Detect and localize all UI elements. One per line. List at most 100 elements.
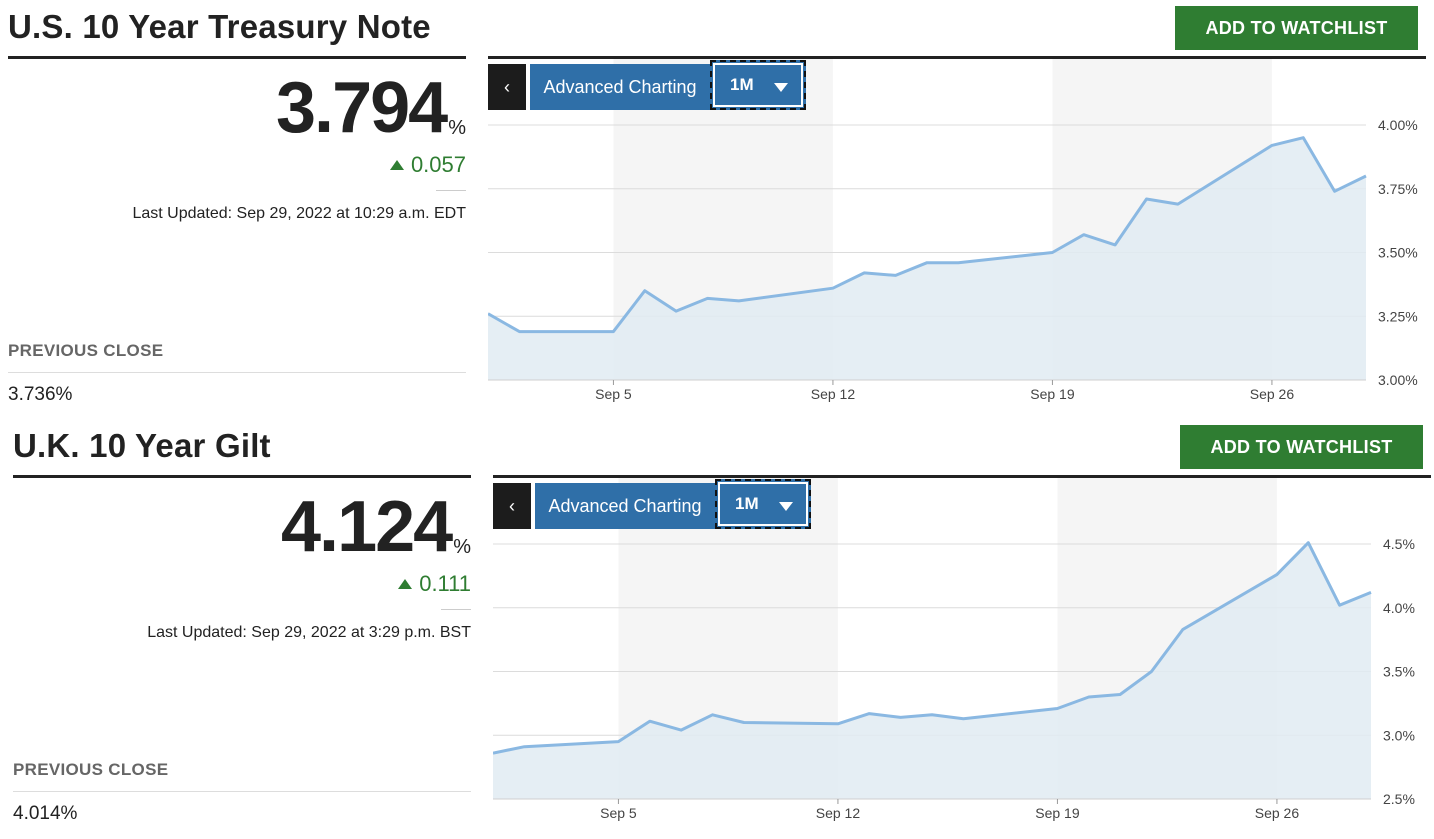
x-tick-label: Sep 12 — [816, 805, 861, 821]
data-point — [962, 717, 965, 720]
y-tick-label: 3.50% — [1378, 245, 1418, 261]
x-tick-label: Sep 5 — [600, 805, 637, 821]
series-line — [493, 541, 1372, 755]
chart-back-button[interactable]: ‹ — [493, 483, 531, 529]
data-point — [1119, 693, 1122, 696]
data-point — [643, 289, 646, 292]
time-range-value: 1M — [730, 75, 754, 94]
y-tick-label: 3.0% — [1383, 727, 1415, 743]
data-point — [1181, 628, 1184, 631]
y-tick-label: 4.5% — [1383, 536, 1415, 552]
yield-chart[interactable]: 2.5% 3.0% 3.5% 4.0% 4.5% Sep 5 Sep 12 Sep 19 Sep… — [493, 478, 1434, 828]
data-point — [1145, 197, 1148, 200]
data-point — [617, 740, 620, 743]
percent-sign: % — [448, 117, 466, 139]
data-point — [742, 721, 745, 724]
data-point — [680, 729, 683, 732]
series-line — [488, 136, 1367, 334]
data-point — [1307, 541, 1310, 544]
change-divider — [436, 190, 466, 191]
previous-close-divider — [8, 372, 466, 373]
time-range-dropdown[interactable]: 1M — [710, 60, 806, 110]
data-point — [1114, 243, 1117, 246]
time-range-value: 1M — [735, 494, 759, 513]
data-point — [863, 271, 866, 274]
data-point — [926, 261, 929, 264]
change-display: 0.057 — [389, 152, 466, 178]
time-range-dropdown[interactable]: 1M — [715, 479, 811, 529]
data-point — [1333, 190, 1336, 193]
data-point — [1056, 707, 1059, 710]
data-point — [1082, 233, 1085, 236]
price-display: 3.794 % — [276, 72, 466, 144]
x-tick-label: Sep 12 — [811, 386, 856, 402]
yield-chart[interactable]: 3.00% 3.25% 3.50% 3.75% 4.00% Sep 5 Sep 12 Sep … — [488, 59, 1434, 409]
last-updated: Last Updated: Sep 29, 2022 at 3:29 p.m. … — [147, 624, 471, 641]
data-point — [868, 712, 871, 715]
y-tick-label: 2.5% — [1383, 791, 1415, 807]
data-point — [523, 745, 526, 748]
chart-back-button[interactable]: ‹ — [488, 64, 526, 110]
previous-close-value: 4.014% — [13, 803, 78, 824]
data-point — [894, 274, 897, 277]
chart-divider — [488, 56, 1426, 59]
data-point — [612, 330, 615, 333]
title-divider — [13, 475, 471, 478]
current-yield: 3.794 — [276, 68, 448, 148]
chevron-left-icon: ‹ — [509, 495, 515, 516]
data-point — [831, 287, 834, 290]
chevron-down-icon — [774, 83, 788, 92]
previous-close-label: PREVIOUS CLOSE — [13, 760, 169, 779]
instrument-title: U.S. 10 Year Treasury Note — [8, 8, 431, 45]
yield-change: 0.111 — [419, 571, 471, 596]
yield-change: 0.057 — [410, 152, 466, 177]
data-point — [1302, 136, 1305, 139]
us-10yr-panel: U.S. 10 Year Treasury Note ADD TO WATCHL… — [8, 0, 1434, 420]
data-point — [1370, 591, 1373, 594]
data-point — [1270, 144, 1273, 147]
data-point — [957, 261, 960, 264]
advanced-charting-button[interactable]: Advanced Charting — [530, 64, 710, 110]
data-point — [1051, 251, 1054, 254]
y-tick-label: 3.00% — [1378, 372, 1418, 388]
current-yield: 4.124 — [281, 487, 453, 567]
data-point — [648, 720, 651, 723]
data-point — [836, 722, 839, 725]
previous-close-label: PREVIOUS CLOSE — [8, 341, 164, 360]
uk-10yr-panel: U.K. 10 Year Gilt ADD TO WATCHLIST 4.124… — [13, 419, 1434, 839]
previous-close-divider — [13, 791, 471, 792]
y-tick-label: 4.0% — [1383, 600, 1415, 616]
y-tick-label: 3.25% — [1378, 308, 1418, 324]
chevron-left-icon: ‹ — [504, 76, 510, 97]
up-arrow-icon — [398, 579, 413, 589]
x-tick-label: Sep 26 — [1255, 805, 1300, 821]
data-point — [737, 299, 740, 302]
chart-divider — [493, 475, 1431, 478]
add-to-watchlist-button[interactable]: ADD TO WATCHLIST — [1175, 6, 1418, 50]
advanced-charting-button[interactable]: Advanced Charting — [535, 483, 715, 529]
y-tick-label: 4.00% — [1378, 117, 1418, 133]
add-to-watchlist-button[interactable]: ADD TO WATCHLIST — [1180, 425, 1423, 469]
price-display: 4.124 % — [281, 491, 471, 563]
y-tick-label: 3.5% — [1383, 664, 1415, 680]
chevron-down-icon — [779, 502, 793, 511]
title-divider — [8, 56, 466, 59]
data-point — [706, 297, 709, 300]
data-point — [1087, 696, 1090, 699]
change-display: 0.111 — [398, 571, 471, 597]
y-tick-label: 3.75% — [1378, 181, 1418, 197]
series-area — [488, 137, 1366, 380]
data-point — [1150, 670, 1153, 673]
data-point — [675, 310, 678, 313]
series-area — [493, 542, 1371, 799]
data-point — [1275, 573, 1278, 576]
x-tick-label: Sep 26 — [1250, 386, 1295, 402]
x-tick-label: Sep 5 — [595, 386, 632, 402]
instrument-title: U.K. 10 Year Gilt — [13, 427, 271, 464]
previous-close-value: 3.736% — [8, 384, 73, 405]
data-point — [1338, 604, 1341, 607]
data-point — [1176, 203, 1179, 206]
x-tick-label: Sep 19 — [1030, 386, 1075, 402]
data-point — [1365, 175, 1368, 178]
up-arrow-icon — [389, 160, 404, 170]
